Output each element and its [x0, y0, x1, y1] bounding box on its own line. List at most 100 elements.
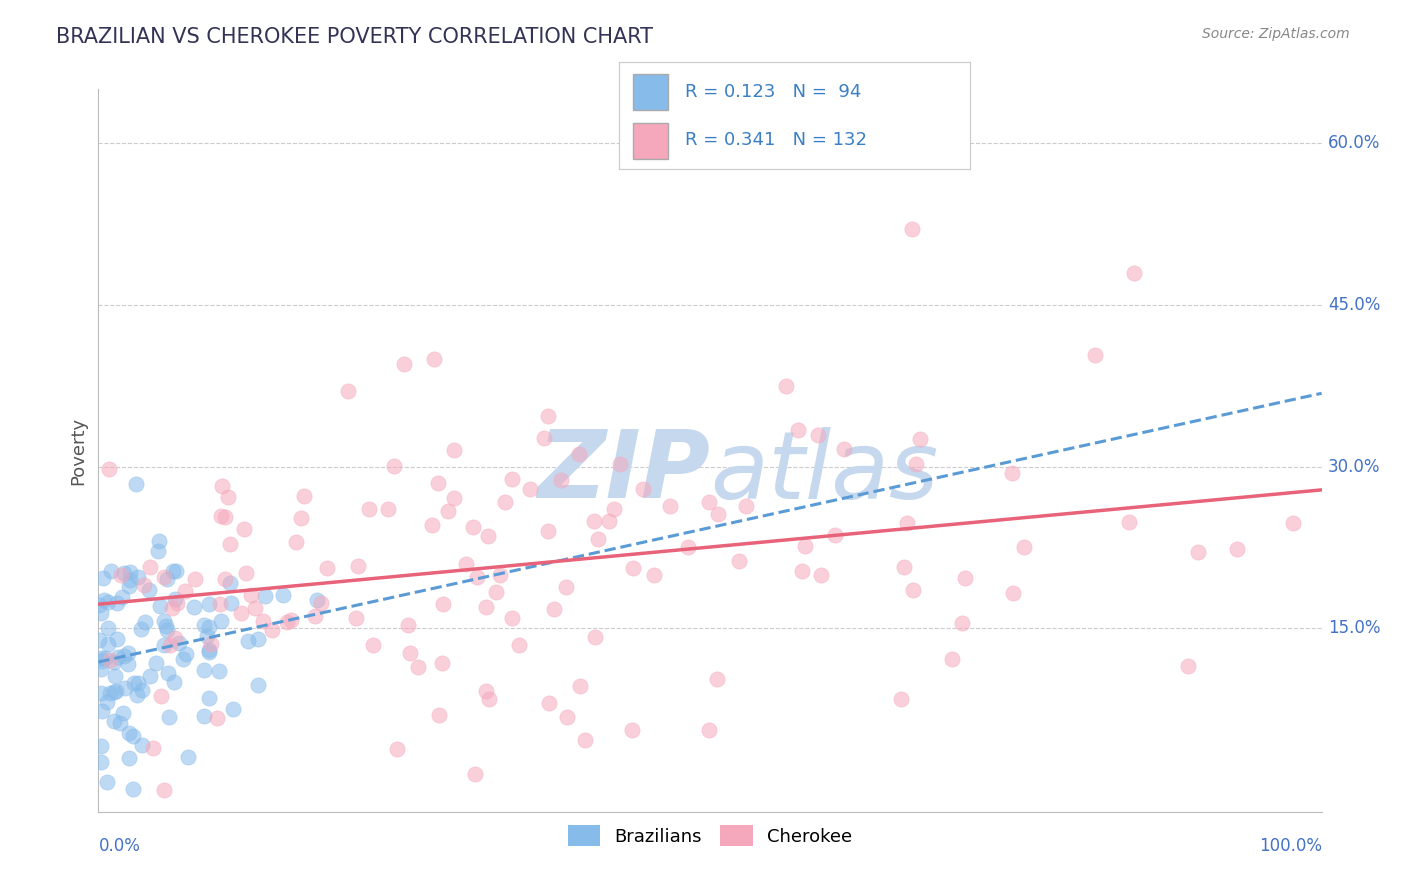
- Point: [197, 597, 219, 611]
- Point: [200, 637, 222, 651]
- Point: [118, 579, 141, 593]
- Point: [167, 635, 190, 649]
- Point: [97, 595, 120, 609]
- Point: [555, 709, 578, 723]
- Point: [208, 665, 231, 679]
- Text: Source: ZipAtlas.com: Source: ZipAtlas.com: [1202, 27, 1350, 41]
- Point: [121, 781, 143, 796]
- Point: [157, 710, 180, 724]
- Point: [232, 522, 254, 536]
- Point: [678, 540, 700, 554]
- Point: [211, 479, 233, 493]
- Point: [149, 689, 172, 703]
- Point: [193, 663, 215, 677]
- Point: [146, 543, 169, 558]
- Point: [456, 557, 478, 571]
- Point: [697, 495, 720, 509]
- Point: [197, 645, 219, 659]
- Point: [105, 632, 128, 646]
- Point: [631, 483, 654, 497]
- Point: [889, 692, 911, 706]
- Point: [621, 723, 644, 737]
- Point: [1123, 266, 1146, 280]
- Point: [775, 379, 797, 393]
- Point: [120, 565, 142, 579]
- Point: [569, 680, 592, 694]
- Point: [120, 574, 142, 588]
- Point: [1084, 348, 1107, 362]
- Point: [501, 611, 523, 625]
- Point: [235, 566, 257, 580]
- Point: [111, 706, 134, 721]
- Text: 100.0%: 100.0%: [1258, 837, 1322, 855]
- Point: [139, 560, 162, 574]
- Point: [117, 646, 139, 660]
- Point: [436, 504, 458, 518]
- Point: [280, 613, 302, 627]
- Point: [105, 684, 128, 698]
- Point: [97, 620, 120, 634]
- Point: [706, 672, 728, 686]
- Point: [184, 573, 207, 587]
- Point: [550, 474, 572, 488]
- Point: [87, 633, 110, 648]
- Point: [90, 704, 112, 718]
- Point: [357, 502, 380, 516]
- Point: [214, 572, 236, 586]
- Point: [93, 593, 115, 607]
- Point: [485, 585, 508, 599]
- Point: [501, 472, 523, 486]
- Point: [377, 501, 399, 516]
- Point: [1226, 542, 1249, 557]
- Point: [90, 662, 112, 676]
- Point: [583, 631, 606, 645]
- Point: [304, 609, 326, 624]
- Point: [103, 685, 125, 699]
- Point: [574, 733, 596, 747]
- Point: [153, 638, 176, 652]
- Point: [98, 462, 121, 476]
- Point: [728, 554, 751, 568]
- Point: [423, 351, 446, 366]
- Point: [810, 567, 832, 582]
- Point: [142, 741, 165, 756]
- Point: [1187, 545, 1209, 559]
- Point: [554, 580, 576, 594]
- Point: [901, 222, 924, 236]
- Point: [824, 527, 846, 541]
- Point: [384, 459, 406, 474]
- Y-axis label: Poverty: Poverty: [69, 417, 87, 484]
- Text: R = 0.341   N = 132: R = 0.341 N = 132: [686, 131, 868, 149]
- Point: [396, 618, 419, 632]
- Point: [183, 599, 205, 614]
- Point: [790, 564, 813, 578]
- Point: [176, 749, 198, 764]
- Point: [100, 564, 122, 578]
- Point: [586, 532, 609, 546]
- Point: [105, 596, 128, 610]
- Point: [125, 688, 148, 702]
- Text: 60.0%: 60.0%: [1327, 134, 1381, 153]
- Point: [153, 783, 176, 797]
- Text: 30.0%: 30.0%: [1327, 458, 1381, 475]
- Point: [222, 701, 245, 715]
- Point: [346, 611, 368, 625]
- Point: [904, 457, 927, 471]
- Point: [658, 500, 681, 514]
- Point: [1012, 541, 1035, 555]
- Point: [214, 510, 236, 524]
- Point: [112, 566, 135, 580]
- Point: [609, 458, 631, 472]
- Point: [290, 510, 312, 524]
- Point: [603, 502, 626, 516]
- Point: [195, 629, 218, 643]
- Point: [1118, 516, 1140, 530]
- Point: [508, 638, 530, 652]
- Point: [262, 623, 284, 637]
- Point: [537, 524, 560, 538]
- Point: [156, 572, 179, 586]
- Point: [598, 514, 620, 528]
- Point: [90, 686, 112, 700]
- Point: [643, 567, 665, 582]
- Point: [443, 491, 465, 505]
